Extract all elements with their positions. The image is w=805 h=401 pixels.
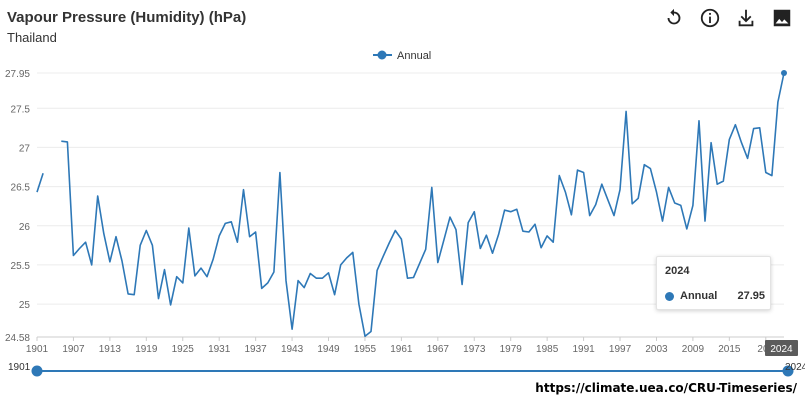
x-tick-label: 1997 bbox=[609, 344, 632, 355]
source-url: https://climate.uea.co/CRU-Timeseries/ bbox=[535, 381, 797, 395]
range-slider[interactable] bbox=[31, 365, 794, 377]
x-tick-label: 1949 bbox=[317, 344, 340, 355]
hover-point bbox=[781, 70, 787, 76]
x-tick-label: 1979 bbox=[500, 344, 523, 355]
legend-entry-annual: Annual bbox=[397, 50, 431, 62]
chart-subtitle: Thailand bbox=[7, 30, 57, 45]
hover-x-label: 2024 bbox=[765, 340, 798, 356]
legend[interactable]: Annual bbox=[373, 50, 431, 62]
y-tick-label: 27.95 bbox=[5, 69, 30, 80]
x-tick-label: 1955 bbox=[354, 344, 377, 355]
tooltip-series-dot bbox=[665, 291, 674, 301]
info-button[interactable] bbox=[697, 6, 723, 30]
x-tick-label: 1937 bbox=[245, 344, 268, 355]
x-tick-label: 1943 bbox=[281, 344, 304, 355]
series-annual bbox=[36, 70, 787, 337]
slider-start-handle[interactable] bbox=[31, 365, 43, 377]
y-tick-label: 27 bbox=[19, 143, 31, 154]
download-button[interactable] bbox=[733, 6, 759, 30]
tooltip-value: 27.95 bbox=[737, 290, 765, 302]
y-tick-label: 27.5 bbox=[11, 104, 31, 115]
x-axis: 1901 1907 1913 1919 1925 1931 1937 1943 1949 1955… bbox=[26, 336, 784, 355]
download-icon bbox=[738, 9, 754, 27]
slider-start-label: 1901 bbox=[8, 362, 31, 373]
y-tick-label: 25.5 bbox=[11, 261, 31, 272]
x-tick-label: 1991 bbox=[572, 344, 595, 355]
x-tick-label: 1913 bbox=[99, 344, 122, 355]
series-line-annual bbox=[36, 72, 785, 337]
reset-icon bbox=[667, 8, 681, 25]
slider-end-label: 2024 bbox=[785, 362, 805, 373]
chart-title: Vapour Pressure (Humidity) (hPa) bbox=[7, 9, 247, 26]
x-tick-label: 1907 bbox=[62, 344, 85, 355]
x-tick-label: 1973 bbox=[463, 344, 486, 355]
x-tick-label: 2015 bbox=[718, 344, 741, 355]
y-tick-label: 24.58 bbox=[5, 333, 30, 344]
chart-tooltip: 2024 Annual 27.95 bbox=[656, 256, 771, 310]
y-axis: 24.58 25 25.5 26 26.5 27 27.5 27.95 bbox=[5, 69, 30, 344]
image-export-button[interactable] bbox=[769, 6, 795, 30]
x-tick-label: 1931 bbox=[208, 344, 231, 355]
tooltip-series-name: Annual bbox=[680, 290, 718, 302]
svg-text:2024: 2024 bbox=[770, 344, 793, 355]
y-tick-label: 26.5 bbox=[11, 183, 31, 194]
x-tick-label: 1919 bbox=[135, 344, 158, 355]
slider-end-handle[interactable] bbox=[782, 365, 794, 377]
y-tick-label: 26 bbox=[19, 222, 31, 233]
reset-button[interactable] bbox=[661, 6, 687, 30]
chart-toolbar bbox=[661, 6, 795, 30]
x-tick-label: 1967 bbox=[427, 344, 450, 355]
image-icon bbox=[773, 9, 791, 27]
tooltip-date: 2024 bbox=[665, 265, 690, 277]
x-tick-label: 2003 bbox=[645, 344, 668, 355]
x-tick-label: 1985 bbox=[536, 344, 559, 355]
x-tick-label: 1901 bbox=[26, 344, 49, 355]
tooltip-row: Annual 27.95 bbox=[665, 290, 765, 302]
x-tick-label: 2009 bbox=[682, 344, 705, 355]
y-tick-label: 25 bbox=[19, 300, 31, 311]
x-tick-label: 1925 bbox=[172, 344, 195, 355]
info-icon bbox=[700, 8, 720, 28]
x-tick-label: 1961 bbox=[390, 344, 413, 355]
